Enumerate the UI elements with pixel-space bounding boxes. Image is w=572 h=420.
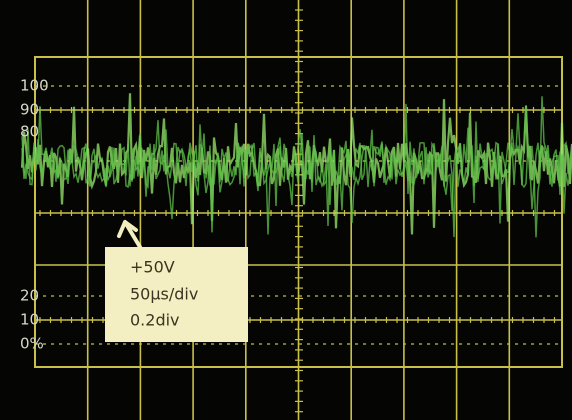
scale-label: 10 xyxy=(20,311,39,329)
screen-background xyxy=(0,0,572,420)
annotation-line: 0.2div xyxy=(130,311,180,330)
oscilloscope-screen: 100 90 80 20 10 0% +50V 50µs/div 0.2div xyxy=(0,0,572,420)
scale-label: 0% xyxy=(20,335,44,353)
annotation-line: 50µs/div xyxy=(130,285,198,304)
annotation-line: +50V xyxy=(130,258,175,277)
scale-label: 100 xyxy=(20,77,49,95)
scale-label: 80 xyxy=(20,123,39,141)
scale-label: 20 xyxy=(20,287,39,305)
scale-label: 90 xyxy=(20,101,39,119)
